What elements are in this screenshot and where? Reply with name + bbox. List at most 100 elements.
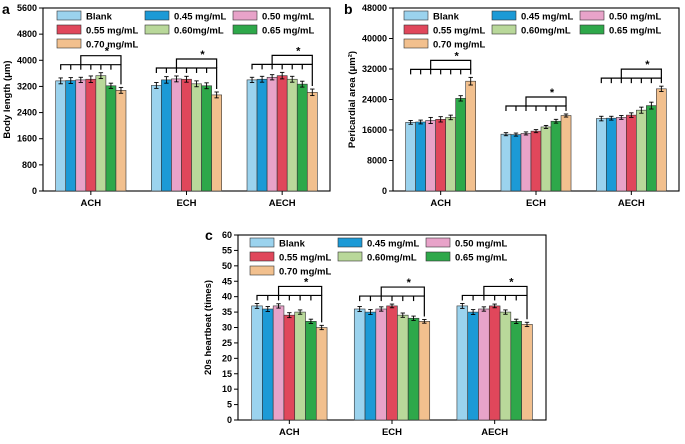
legend-swatch [337, 237, 363, 248]
panel-letter: c [205, 227, 213, 243]
bar-ech-2 [171, 78, 182, 192]
bar-aech-0 [456, 305, 469, 421]
y-tick-label: 30 [222, 323, 232, 333]
bar-ach-2 [425, 120, 436, 192]
legend-swatch [249, 251, 275, 262]
bar-aech-4 [499, 311, 512, 421]
bar-ech-1 [364, 311, 377, 421]
significance-bracket [380, 286, 425, 297]
y-tick-label: 45 [222, 276, 232, 286]
y-tick-label: 4800 [17, 29, 37, 39]
legend-label: Blank [86, 12, 113, 23]
bar-ach-6 [115, 90, 127, 192]
bar-ach-1 [415, 121, 426, 192]
y-tick-label: 3200 [17, 81, 37, 91]
significance-star: * [407, 277, 412, 289]
y-tick-label: 50 [222, 261, 232, 271]
bar-ach-2 [75, 79, 87, 192]
bar-aech-2 [616, 117, 627, 192]
y-tick-label: 0 [32, 186, 37, 196]
bar-aech-5 [646, 105, 657, 192]
legend-label: 0.70 mg/mL [279, 267, 331, 278]
legend-label: 0.60mg/mL [174, 26, 224, 37]
legend-swatch [144, 24, 170, 35]
legend: Blank 0.45 mg/mL 0.50 mg/mL 0.55 mg/mL 0.60m… [403, 10, 661, 51]
significance-bracket [483, 285, 528, 296]
bar-ech-4 [191, 83, 202, 192]
significance-star: * [645, 59, 650, 71]
bar-ech-3 [181, 78, 192, 192]
y-tick-label: 5600 [17, 3, 37, 13]
bar-ech-2 [520, 133, 532, 192]
x-tick-label: AECH [269, 198, 296, 209]
chart-panel-c: c 0 5 10 15 20 25 30 35 40 45 50 55 60 20s heartbeat (… [203, 227, 547, 438]
legend-swatch [425, 251, 451, 262]
y-tick-label: 25 [222, 338, 232, 348]
bar-ech-3 [530, 130, 542, 192]
bar-ech-5 [201, 85, 212, 192]
bar-ech-4 [540, 126, 552, 192]
bar-ach-5 [455, 98, 466, 192]
bar-ech-4 [397, 314, 409, 421]
legend-label: 0.45 mg/mL [367, 239, 419, 250]
bar-ech-0 [353, 308, 366, 421]
y-tick-label: 60 [222, 230, 232, 240]
x-tick-label: ECH [382, 427, 402, 438]
legend-swatch [56, 24, 82, 35]
bar-ech-6 [418, 321, 431, 421]
significance-star: * [455, 50, 460, 62]
legend-label: 0.55 mg/mL [279, 253, 331, 264]
legend-label: 0.65 mg/mL [455, 253, 507, 264]
bar-ech-0 [151, 85, 162, 192]
legend-swatch [579, 10, 605, 21]
legend-label: 0.55 mg/mL [433, 26, 485, 37]
significance-star: * [509, 276, 514, 288]
legend-label: 0.65 mg/mL [262, 26, 314, 37]
bar-ach-0 [251, 305, 263, 421]
y-tick-label: 10 [222, 384, 232, 394]
legend: Blank 0.45 mg/mL 0.50 mg/mL 0.55 mg/mL 0.60m… [56, 10, 314, 51]
y-tick-label: 2400 [17, 108, 37, 118]
legend-swatch [56, 10, 82, 21]
bar-aech-3 [626, 114, 637, 192]
bar-ach-3 [283, 314, 296, 421]
y-axis-label: 20s heartbeat (times) [203, 280, 214, 375]
legend-swatch [144, 10, 170, 21]
significance-bracket [525, 96, 567, 106]
chart-panel-a: a 0 800 1600 2400 3200 4000 4800 5600 Body length… [2, 1, 331, 209]
bar-ech-5 [550, 120, 562, 192]
bar-ech-5 [407, 317, 420, 421]
bar-ach-6 [465, 80, 477, 192]
bar-ach-3 [435, 119, 446, 192]
legend-swatch [249, 237, 275, 248]
chart-panel-b: b 0 8000 16000 24000 32000 40000 48000 Pericardi… [344, 1, 680, 209]
legend-swatch [425, 237, 451, 248]
bar-aech-1 [256, 78, 268, 192]
significance-bracket [155, 67, 218, 89]
legend: Blank 0.45 mg/mL 0.50 mg/mL 0.55 mg/mL 0.60m… [249, 237, 507, 278]
bar-aech-6 [656, 88, 667, 192]
y-tick-label: 4000 [17, 55, 37, 65]
legend-swatch [232, 10, 258, 21]
bar-ach-1 [65, 80, 77, 192]
bar-aech-4 [636, 109, 647, 192]
legend-swatch [56, 38, 82, 49]
legend-label: 0.65 mg/mL [609, 26, 661, 37]
y-tick-label: 0 [382, 186, 387, 196]
bar-aech-2 [478, 308, 490, 421]
legend-label: 0.50 mg/mL [262, 12, 314, 23]
legend-swatch [249, 265, 275, 276]
x-tick-label: ACH [279, 427, 300, 438]
legend-swatch [403, 38, 429, 49]
bar-aech-2 [266, 76, 278, 192]
y-tick-label: 8000 [367, 156, 387, 166]
bar-ech-1 [510, 134, 522, 192]
significance-star: * [105, 46, 110, 58]
legend-label: Blank [279, 239, 306, 250]
bar-aech-3 [276, 75, 288, 192]
bar-ach-4 [95, 75, 107, 192]
legend-swatch [491, 10, 517, 21]
significance-bracket [430, 59, 472, 70]
significance-bracket [271, 54, 313, 65]
